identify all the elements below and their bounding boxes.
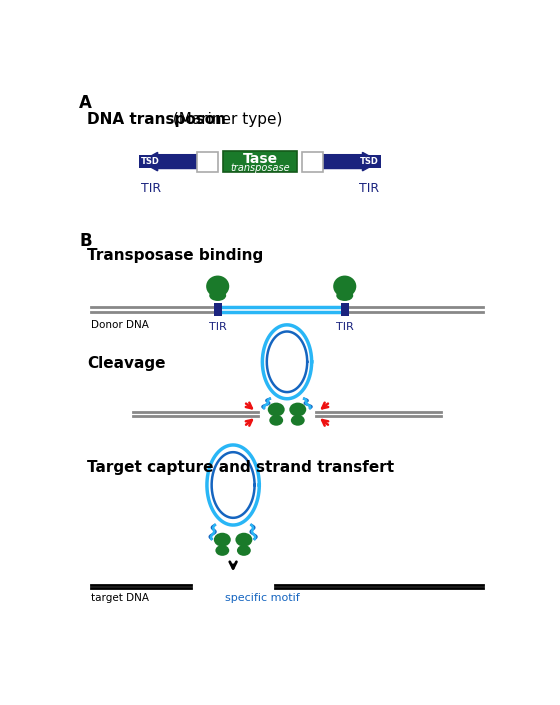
Bar [358, 155, 381, 168]
Bar [214, 303, 222, 316]
Ellipse shape [291, 415, 305, 426]
Bar [302, 152, 323, 171]
Bar [139, 155, 162, 168]
Text: TIR: TIR [360, 182, 380, 195]
Ellipse shape [269, 415, 283, 426]
Text: DNA transposon: DNA transposon [87, 112, 226, 128]
Bar [197, 152, 218, 171]
Ellipse shape [333, 276, 356, 297]
Ellipse shape [216, 545, 229, 556]
Ellipse shape [336, 290, 353, 301]
Bar [341, 303, 348, 316]
Bar [223, 151, 297, 173]
Ellipse shape [290, 403, 306, 417]
FancyArrow shape [141, 152, 197, 171]
Text: Transposase binding: Transposase binding [87, 248, 263, 263]
Text: Cleavage: Cleavage [87, 355, 165, 371]
Ellipse shape [268, 403, 284, 417]
Text: transposase: transposase [230, 163, 290, 173]
FancyArrow shape [323, 152, 380, 171]
Text: Tase: Tase [242, 152, 278, 166]
Text: target DNA: target DNA [91, 593, 148, 603]
Text: TSD: TSD [360, 157, 379, 166]
Ellipse shape [235, 533, 253, 546]
Text: (Mariner type): (Mariner type) [167, 112, 282, 128]
Ellipse shape [206, 276, 229, 297]
Text: Donor DNA: Donor DNA [91, 320, 148, 330]
Text: TIR: TIR [209, 321, 227, 332]
Text: TSD: TSD [141, 157, 160, 166]
Text: specific motif: specific motif [225, 593, 300, 603]
Text: TIR: TIR [141, 182, 161, 195]
Text: B: B [79, 233, 92, 250]
Text: A: A [79, 94, 92, 112]
Ellipse shape [214, 533, 231, 546]
Ellipse shape [237, 545, 251, 556]
Ellipse shape [209, 290, 226, 301]
Text: TIR: TIR [336, 321, 353, 332]
Text: Target capture and strand transfert: Target capture and strand transfert [87, 460, 394, 475]
